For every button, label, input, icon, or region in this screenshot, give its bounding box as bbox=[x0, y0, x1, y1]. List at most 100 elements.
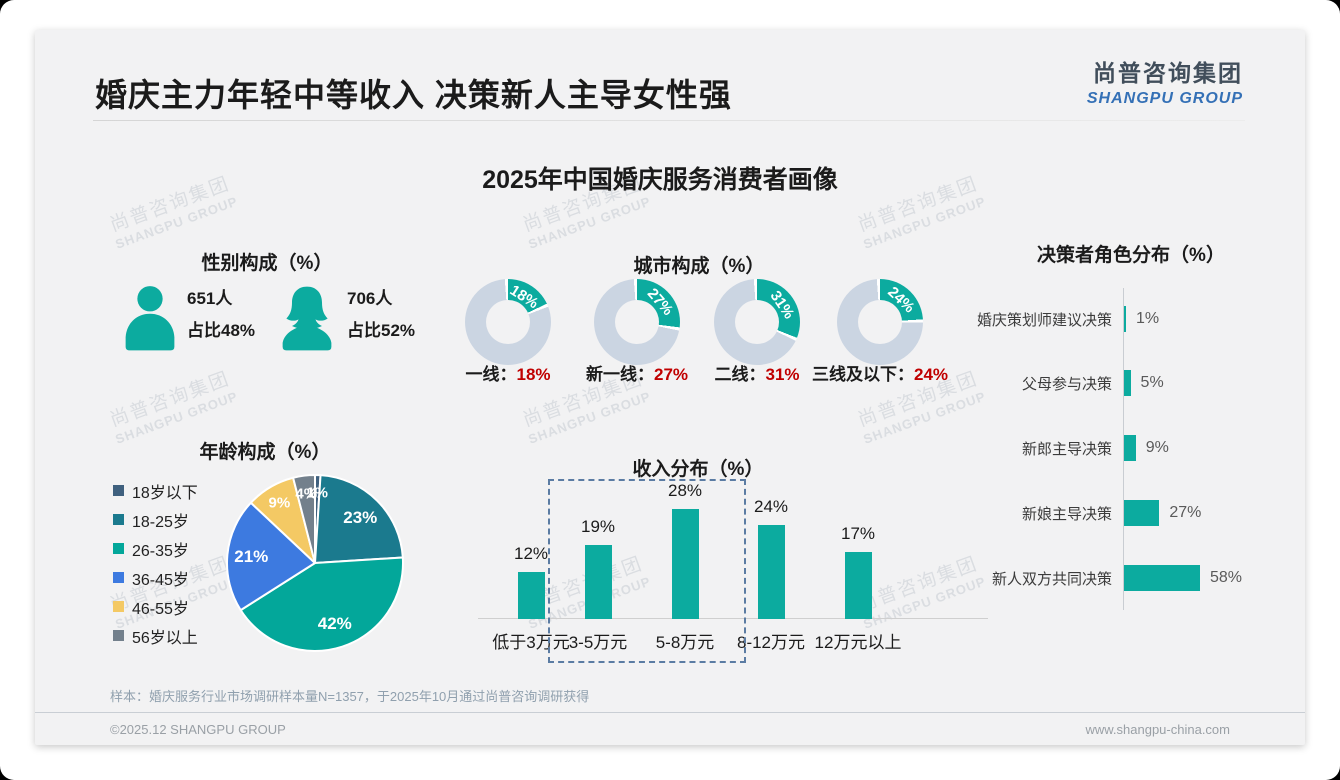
decision-row: 新娘主导决策 27% bbox=[895, 500, 1201, 526]
income-highlight-box bbox=[548, 479, 746, 663]
donut-hole bbox=[615, 300, 659, 344]
age-slice-label: 21% bbox=[234, 546, 269, 566]
decision-section-title: 决策者角色分布（%） bbox=[1037, 245, 1225, 266]
decision-category: 父母参与决策 bbox=[1021, 375, 1112, 393]
decision-value: 27% bbox=[1169, 504, 1202, 521]
city-donut-caption: 新一线：27% bbox=[552, 360, 722, 385]
decision-value: 5% bbox=[1140, 374, 1164, 391]
city-label: 三线及以下： bbox=[811, 365, 914, 384]
logo: 尚普咨询集团 SHANGPU GROUP bbox=[1087, 54, 1243, 108]
logo-chinese: 尚普咨询集团 bbox=[1093, 60, 1243, 86]
age-legend-label: 46-55岁 bbox=[132, 600, 189, 618]
income-section-title: 收入分布（%） bbox=[632, 459, 764, 480]
city-donut: 18% bbox=[465, 279, 551, 365]
decision-category: 婚庆策划师建议决策 bbox=[976, 311, 1112, 329]
age-pie-svg bbox=[226, 473, 404, 652]
page-title: 婚庆主力年轻中等收入 决策新人主导女性强 bbox=[95, 77, 732, 113]
income-value: 24% bbox=[753, 497, 789, 516]
age-slice-56岁以上 bbox=[292, 473, 316, 564]
age-slice-label: 9% bbox=[268, 494, 291, 512]
age-legend-label: 26-35岁 bbox=[132, 542, 189, 560]
city-donut: 31% bbox=[714, 279, 800, 365]
decision-value: 1% bbox=[1136, 310, 1160, 327]
decision-row: 婚庆策划师建议决策 1% bbox=[895, 306, 1159, 332]
city-label: 一线： bbox=[465, 365, 517, 384]
income-bar bbox=[757, 525, 785, 619]
decision-row: 新郎主导决策 9% bbox=[895, 435, 1169, 461]
income-value: 12% bbox=[513, 544, 549, 563]
income-bar bbox=[517, 572, 545, 619]
age-legend-item: 18-25岁 bbox=[113, 505, 198, 534]
watermark-line2: SHANGPU GROUP bbox=[861, 193, 988, 252]
slide-card: 尚普咨询集团 SHANGPU GROUP 尚普咨询集团 SHANGPU GROUP 尚普… bbox=[35, 30, 1305, 745]
city-donut-caption: 二线：31% bbox=[672, 360, 842, 385]
city-value: 31% bbox=[765, 365, 800, 384]
decision-category: 新郎主导决策 bbox=[1021, 440, 1112, 458]
age-legend-item: 56岁以上 bbox=[113, 621, 198, 650]
decision-axis-line bbox=[1123, 288, 1124, 610]
age-legend-swatch bbox=[113, 572, 124, 583]
decision-category: 新娘主导决策 bbox=[1021, 505, 1112, 523]
logo-english: SHANGPU GROUP bbox=[1086, 90, 1243, 107]
decision-row: 父母参与决策 5% bbox=[895, 370, 1164, 396]
donut-hole bbox=[735, 300, 779, 344]
city-value: 18% bbox=[516, 365, 551, 384]
age-legend-item: 46-55岁 bbox=[113, 592, 198, 621]
decision-row: 新人双方共同决策 58% bbox=[895, 565, 1242, 591]
age-section-title: 年龄构成（%） bbox=[199, 442, 331, 463]
city-value: 27% bbox=[653, 365, 689, 384]
income-bar bbox=[584, 545, 612, 619]
age-slice-label: 23% bbox=[343, 507, 378, 527]
age-legend-swatch bbox=[113, 630, 124, 641]
city-donut-caption: 三线及以下：24% bbox=[795, 360, 965, 385]
income-value: 19% bbox=[580, 517, 616, 536]
decision-value: 9% bbox=[1145, 439, 1169, 456]
age-pie-chart: 1% 23% 42% 21% 9% 4% bbox=[220, 468, 410, 658]
age-legend-swatch bbox=[113, 514, 124, 525]
age-legend-item: 36-45岁 bbox=[113, 563, 198, 592]
decision-category: 新人双方共同决策 bbox=[991, 570, 1112, 588]
city-label: 二线： bbox=[714, 365, 766, 384]
city-value: 24% bbox=[913, 365, 949, 384]
income-axis-line bbox=[478, 618, 988, 619]
income-category: 低于3万元 bbox=[492, 633, 570, 652]
age-legend-item: 18岁以下 bbox=[113, 476, 198, 505]
decision-value: 58% bbox=[1209, 569, 1242, 586]
gender-section-title: 性别构成（%） bbox=[201, 253, 333, 274]
watermark-line2: SHANGPU GROUP bbox=[113, 193, 240, 252]
decision-bar bbox=[1124, 306, 1126, 332]
age-legend-label: 18-25岁 bbox=[132, 513, 189, 531]
city-donut-caption: 一线：18% bbox=[423, 360, 593, 385]
income-value: 28% bbox=[667, 481, 703, 500]
city-donut: 24% bbox=[837, 279, 923, 365]
income-value: 17% bbox=[840, 524, 876, 543]
age-legend-swatch bbox=[113, 601, 124, 612]
decision-bar bbox=[1124, 500, 1160, 526]
income-category: 5-8万元 bbox=[655, 633, 715, 652]
decision-bar bbox=[1124, 370, 1131, 396]
donut-hole bbox=[486, 300, 530, 344]
footer-copyright: ©2025.12 SHANGPU GROUP bbox=[110, 722, 286, 737]
age-legend-label: 18岁以下 bbox=[132, 484, 198, 502]
chart-main-title: 2025年中国婚庆服务消费者画像 bbox=[482, 166, 838, 194]
male-share: 占比48% bbox=[187, 321, 256, 340]
income-bar bbox=[844, 552, 872, 619]
city-section-title: 城市构成（%） bbox=[633, 256, 765, 277]
age-legend: 18岁以下 18-25岁 26-35岁 36-45岁 46-55岁 56岁以上 bbox=[113, 476, 198, 650]
female-share: 占比52% bbox=[347, 321, 416, 340]
age-slice-label: 42% bbox=[317, 613, 352, 633]
female-count: 706人 bbox=[347, 289, 393, 308]
city-donut: 27% bbox=[594, 279, 680, 365]
footer-website: www.shangpu-china.com bbox=[1085, 722, 1230, 737]
male-count: 651人 bbox=[187, 289, 233, 308]
age-legend-swatch bbox=[113, 485, 124, 496]
age-slice-36-45岁 bbox=[226, 501, 316, 612]
age-legend-label: 36-45岁 bbox=[132, 571, 189, 589]
watermark-line2: SHANGPU GROUP bbox=[526, 388, 653, 447]
sample-note: 样本：婚庆服务行业市场调研样本量N=1357，于2025年10月通过尚普咨询调研… bbox=[110, 689, 590, 704]
watermark-line2: SHANGPU GROUP bbox=[526, 193, 653, 252]
decision-bar bbox=[1124, 565, 1200, 591]
age-slice-label: 4% bbox=[295, 485, 318, 503]
income-category: 8-12万元 bbox=[736, 633, 806, 652]
